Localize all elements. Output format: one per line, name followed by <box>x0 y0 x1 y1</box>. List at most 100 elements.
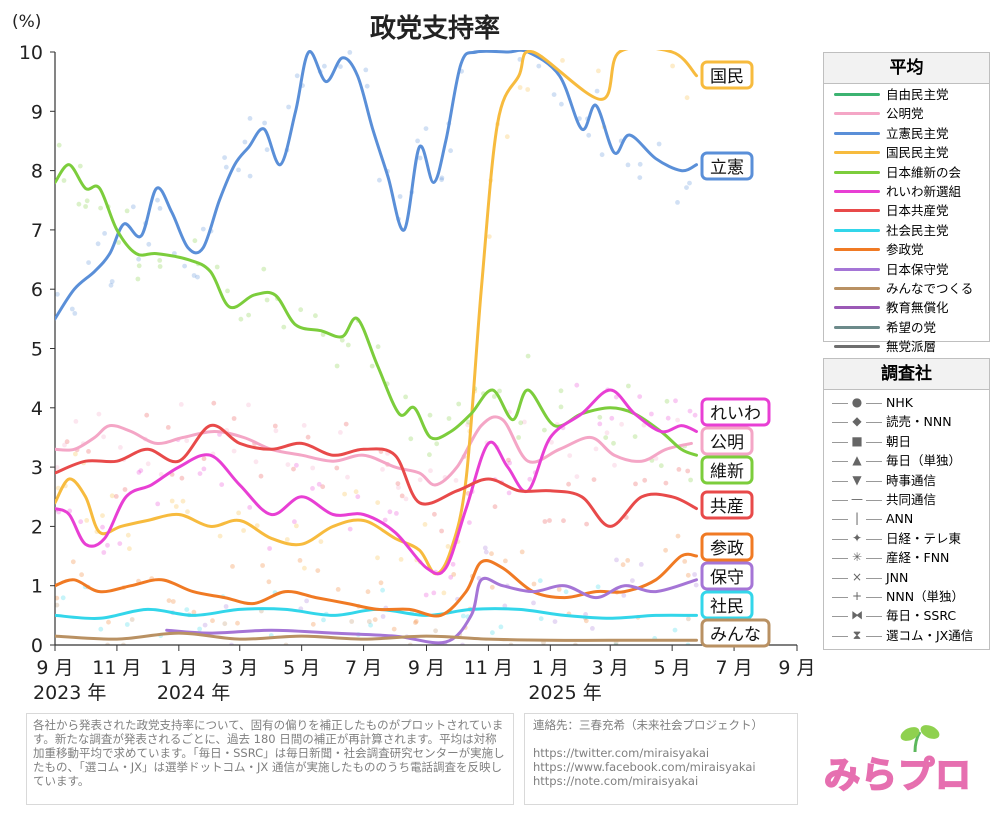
series-lines <box>55 50 698 645</box>
poll-marker <box>254 523 260 528</box>
poll-marker <box>77 163 83 169</box>
poll-marker <box>86 449 91 454</box>
poll-marker <box>502 603 508 609</box>
poll-marker <box>687 180 692 186</box>
poll-marker <box>347 50 353 55</box>
poll-marker <box>684 95 690 101</box>
poll-marker <box>594 88 600 94</box>
poll-marker <box>55 291 60 297</box>
pollster-marker-icon: ● <box>848 393 866 413</box>
poll-marker <box>641 422 647 428</box>
chart-title: 政党支持率 <box>369 14 500 44</box>
note-link[interactable]: https://note.com/miraisyakai <box>533 774 699 788</box>
poll-marker <box>321 617 326 623</box>
poll-marker <box>649 411 654 417</box>
poll-marker <box>109 279 115 284</box>
poll-marker <box>378 580 384 586</box>
poll-marker <box>136 470 142 475</box>
pollster-label: 読売・NNN <box>886 414 952 430</box>
legend-swatch <box>834 151 880 155</box>
poll-marker <box>486 234 492 240</box>
poll-marker <box>334 465 340 471</box>
pollster-label: 産経・FNN <box>886 550 950 566</box>
poll-marker <box>304 598 309 604</box>
y-tick-label: 8 <box>31 161 43 183</box>
poll-marker <box>531 581 537 587</box>
poll-marker <box>547 518 552 523</box>
poll-marker <box>178 402 184 407</box>
poll-marker <box>64 439 70 445</box>
poll-marker <box>318 539 324 544</box>
poll-marker <box>72 311 78 316</box>
pollster-marker-icon: ⧓ <box>848 606 866 626</box>
series-tag-box <box>700 490 754 520</box>
poll-marker <box>498 624 504 630</box>
poll-marker <box>670 63 675 69</box>
pollster-legend-title: 調査社 <box>824 359 989 390</box>
legend-item: 参政党 <box>824 240 989 259</box>
pollster-item: ◆ 読売・NNN <box>824 412 989 432</box>
poll-marker <box>614 557 619 563</box>
poll-marker <box>225 288 230 294</box>
poll-marker <box>305 434 311 440</box>
poll-marker <box>109 493 115 499</box>
series-tag-box <box>700 532 754 562</box>
legend-item: 国民民主党 <box>824 143 989 162</box>
legend-swatch <box>834 325 880 329</box>
pollster-item: ● NHK <box>824 393 989 413</box>
poll-marker <box>372 617 378 622</box>
poll-marker <box>612 462 617 468</box>
poll-marker <box>185 509 190 515</box>
poll-marker <box>684 185 689 191</box>
mirapro-logo: みらプロ <box>820 722 990 802</box>
poll-marker <box>687 408 693 414</box>
poll-marker <box>365 589 371 595</box>
legend-label: 日本維新の会 <box>886 164 962 180</box>
legend-item: 自由民主党 <box>824 85 989 104</box>
y-tick-label: 7 <box>31 220 43 242</box>
poll-marker <box>665 415 671 421</box>
poll-marker <box>625 162 631 168</box>
poll-marker <box>129 617 135 622</box>
poll-marker <box>246 312 252 318</box>
poll-marker <box>363 67 369 73</box>
series-tag-label: 参政 <box>710 539 744 559</box>
poll-marker <box>310 465 316 471</box>
poll-marker <box>155 197 160 203</box>
pollster-marker-icon: + <box>848 586 866 607</box>
poll-marker <box>315 568 321 573</box>
poll-marker <box>427 412 433 418</box>
poll-marker <box>253 459 259 465</box>
poll-marker <box>590 626 595 631</box>
twitter-link[interactable]: https://twitter.com/miraisyakai <box>533 746 710 760</box>
poll-marker <box>692 412 698 418</box>
pollster-item: ⧗ 選コム・JX通信 <box>824 625 989 646</box>
poll-marker <box>415 138 420 144</box>
poll-marker <box>116 240 121 245</box>
poll-marker <box>656 141 662 147</box>
poll-marker <box>76 201 82 207</box>
series-line <box>55 50 698 576</box>
legend-label: 参政党 <box>886 242 924 258</box>
pollster-item: × JNN <box>824 567 989 587</box>
poll-marker <box>96 411 102 417</box>
poll-marker <box>603 435 609 440</box>
poll-marker <box>101 550 107 555</box>
poll-marker <box>124 622 130 627</box>
poll-marker <box>169 498 175 504</box>
poll-marker <box>223 604 229 609</box>
facebook-link[interactable]: https://www.facebook.com/miraisyakai <box>533 760 756 774</box>
poll-marker <box>563 589 569 595</box>
poll-marker <box>298 307 304 313</box>
poll-marker <box>184 438 190 444</box>
series-tag-label: 保守 <box>710 568 744 588</box>
poll-marker <box>84 198 90 204</box>
poll-marker <box>101 434 106 440</box>
pollster-marker-icon: ⧗ <box>848 625 866 646</box>
poll-marker <box>542 519 548 524</box>
pollster-item: ✦ 日経・テレ東 <box>824 528 989 549</box>
legend-label: 希望の党 <box>886 319 937 335</box>
legend-item: れいわ新選組 <box>824 182 989 201</box>
poll-marker <box>558 388 564 394</box>
